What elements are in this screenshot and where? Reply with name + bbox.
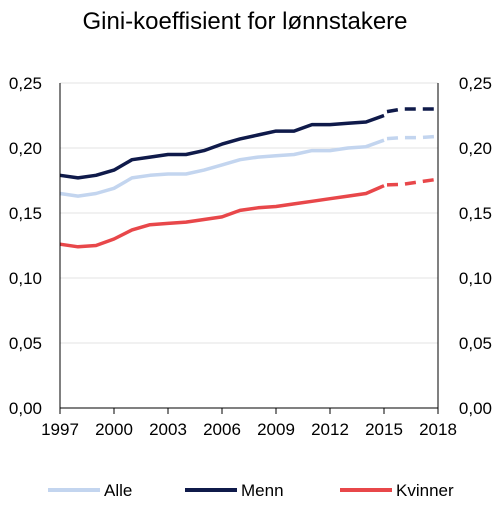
chart-title: Gini-koeffisient for lønnstakere [82, 8, 407, 35]
x-tick-label: 2003 [149, 420, 187, 439]
y-tick-label: 0,25 [9, 74, 42, 93]
x-tick-label: 2000 [95, 420, 133, 439]
y-tick-label: 0,20 [9, 139, 42, 158]
gridlines [60, 82, 438, 344]
y-tick-label-right: 0,15 [459, 204, 492, 223]
series-lines [59, 107, 439, 249]
y-tick-label-right: 0,10 [459, 269, 492, 288]
y-tick-label: 0,15 [9, 204, 42, 223]
y-tick-label: 0,10 [9, 269, 42, 288]
axes [59, 83, 439, 414]
series-projection-kvinner [386, 177, 439, 187]
y-tick-label: 0,05 [9, 334, 42, 353]
legend-label-menn: Menn [241, 481, 284, 500]
x-axis-ticks: 1997 2000 2003 2006 2009 2012 2015 2018 [41, 420, 457, 439]
series-projection-alle [386, 134, 439, 141]
legend-label-alle: Alle [104, 481, 132, 500]
series-line-alle [59, 138, 385, 198]
x-tick-label: 1997 [41, 420, 79, 439]
x-tick-label: 2006 [203, 420, 241, 439]
y-tick-label-right: 0,00 [459, 399, 492, 418]
y-tick-label-right: 0,25 [459, 74, 492, 93]
legend: Alle Menn Kvinner [48, 481, 454, 500]
x-tick-label: 2015 [365, 420, 403, 439]
y-axis-right-ticks: 0,00 0,05 0,10 0,15 0,20 0,25 [459, 74, 492, 418]
legend-label-kvinner: Kvinner [396, 481, 454, 500]
series-line-kvinner [59, 184, 385, 249]
y-axis-left-ticks: 0,00 0,05 0,10 0,15 0,20 0,25 [9, 74, 42, 418]
series-projection-menn [386, 107, 438, 114]
series-line-menn [59, 113, 385, 180]
x-tick-label: 2009 [257, 420, 295, 439]
x-tick-label: 2018 [419, 420, 457, 439]
x-tick-label: 2012 [311, 420, 349, 439]
y-tick-label-right: 0,20 [459, 139, 492, 158]
y-tick-label: 0,00 [9, 399, 42, 418]
y-tick-label-right: 0,05 [459, 334, 492, 353]
